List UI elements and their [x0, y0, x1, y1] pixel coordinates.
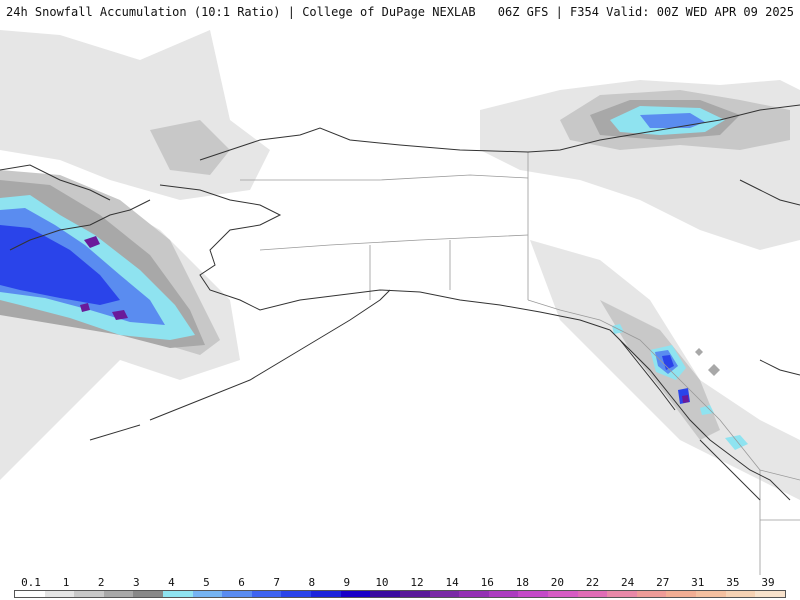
legend-swatch [103, 591, 134, 597]
legend-tick-label: 12 [410, 576, 424, 589]
header-bar: 24h Snowfall Accumulation (10:1 Ratio) |… [0, 0, 800, 22]
snowfall-map [0, 22, 800, 575]
legend-tick-label: 24 [620, 576, 635, 589]
legend-swatch [399, 591, 430, 597]
legend-tick-label: 2 [97, 576, 105, 589]
legend-swatch [44, 591, 75, 597]
legend-swatch [755, 591, 785, 597]
legend-swatch [459, 591, 489, 597]
state-borders [240, 152, 800, 575]
map-canvas [0, 30, 800, 575]
legend-swatch [547, 591, 578, 597]
legend-tick-label: 9 [343, 576, 351, 589]
legend-swatch [163, 591, 193, 597]
legend-tick-label: 4 [168, 576, 175, 589]
snowfall-purple [80, 236, 689, 403]
legend-tick-label: 3 [132, 576, 140, 589]
legend-swatch [74, 591, 104, 597]
legend-swatch [607, 591, 637, 597]
legend-labels: 0.1 1 2 3 4 5 6 7 8 9 10 12 14 16 18 20 22 24 27 31 35 39 [0, 576, 800, 589]
legend-swatch [636, 591, 667, 597]
legend-tick-label: 16 [480, 576, 494, 589]
legend-tick-label: 18 [515, 576, 529, 589]
legend-swatch [251, 591, 282, 597]
legend-tick-label: 7 [273, 576, 280, 589]
legend-tick-label: 22 [585, 576, 600, 589]
legend-swatch [725, 591, 756, 597]
legend-tick-label: 39 [761, 576, 775, 589]
legend-swatch [311, 591, 341, 597]
legend-swatch [696, 591, 726, 597]
legend-swatch [133, 591, 164, 597]
legend-tick-label: 6 [238, 576, 245, 589]
legend-tick-label: 1 [62, 576, 70, 589]
legend-swatch [281, 591, 312, 597]
coastline [0, 104, 800, 501]
legend-swatch [488, 591, 519, 597]
legend-tick-label: 10 [375, 576, 389, 589]
model-run-info: 06Z GFS | F354 Valid: 00Z WED APR 09 202… [497, 5, 794, 19]
legend-tick-label: 0.1 [21, 576, 41, 589]
legend-tick-label: 8 [308, 576, 316, 589]
legend-tick-label: 27 [656, 576, 670, 589]
legend-swatch [222, 591, 252, 597]
product-title: 24h Snowfall Accumulation (10:1 Ratio) |… [6, 5, 476, 19]
legend-swatch [577, 591, 608, 597]
legend-colorbar [14, 590, 786, 598]
legend-tick-label: 20 [550, 576, 565, 589]
legend-swatch [518, 591, 548, 597]
legend-swatch [192, 591, 223, 597]
legend-tick-label: 31 [691, 576, 705, 589]
legend-swatch [370, 591, 400, 597]
legend-swatch [666, 591, 697, 597]
legend-tick-label: 35 [726, 576, 740, 589]
legend-tick-label: 5 [203, 576, 210, 589]
legend-swatch [15, 591, 45, 597]
legend-swatch [340, 591, 371, 597]
snowfall-isolated-spots [695, 348, 720, 376]
legend-swatch [429, 591, 460, 597]
legend-tick-label: 14 [445, 576, 459, 589]
